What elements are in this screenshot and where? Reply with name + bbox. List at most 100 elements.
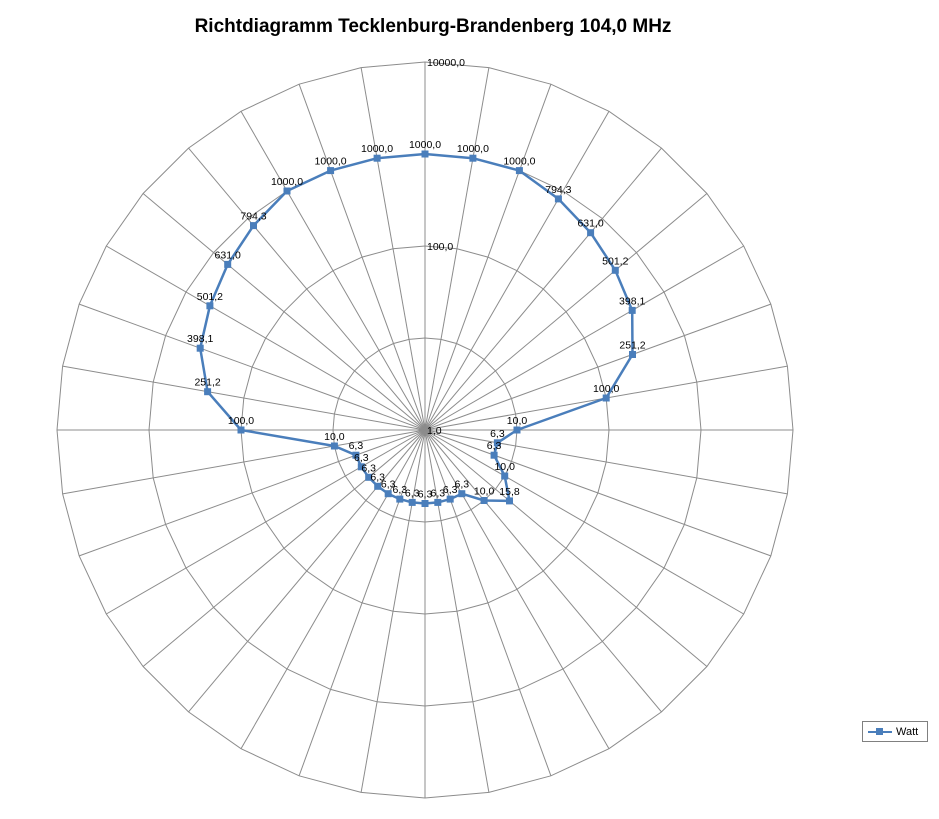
tick-label: 100,0 [427, 241, 453, 253]
grid-spoke [298, 84, 426, 431]
data-label: 6,3 [430, 487, 445, 499]
data-point [490, 451, 498, 459]
grid-spoke [188, 429, 426, 713]
grid-spoke [142, 429, 426, 667]
data-label: 1000,0 [409, 139, 441, 151]
series-watt [196, 150, 636, 507]
grid-spoke [142, 193, 426, 431]
grid-spoke [240, 429, 426, 749]
data-label: 10,0 [324, 431, 345, 443]
data-labels: 1000,0 1000,0 1000,0 794,3 631,0 501,2 398,1 25… [187, 139, 646, 501]
data-point [515, 167, 523, 175]
data-point [206, 302, 214, 310]
data-label: 1000,0 [457, 143, 489, 155]
data-label: 6,3 [361, 462, 376, 474]
data-label: 1000,0 [503, 156, 535, 168]
data-label: 10,0 [474, 486, 495, 498]
grid-spoke [424, 429, 788, 495]
grid-spoke [424, 429, 610, 749]
data-label: 251,2 [194, 377, 220, 389]
data-label: 6,3 [443, 484, 458, 496]
data-label: 1000,0 [271, 176, 303, 188]
grid-spoke [62, 429, 426, 495]
data-point [501, 472, 509, 480]
data-label: 398,1 [187, 333, 213, 345]
data-point [554, 195, 562, 203]
data-point [469, 154, 477, 162]
data-label: 15,8 [499, 486, 520, 498]
data-label: 6,3 [454, 479, 469, 491]
data-label: 794,3 [240, 211, 266, 223]
data-point [458, 490, 466, 498]
data-point [374, 482, 382, 490]
data-label: 631,0 [215, 249, 241, 261]
data-point [373, 154, 381, 162]
grid-spoke [360, 429, 426, 793]
data-label: 10,0 [494, 461, 515, 473]
legend-label-watt: Watt [896, 725, 919, 738]
chart-legend: Watt [862, 721, 928, 742]
data-label: 100,0 [593, 383, 619, 395]
data-point [421, 500, 429, 507]
data-label: 1000,0 [315, 156, 347, 168]
data-point [421, 150, 429, 158]
data-label: 631,0 [577, 218, 603, 230]
grid-spoke [188, 147, 426, 431]
chart-grid [56, 61, 794, 799]
data-point [446, 495, 454, 503]
data-point [434, 498, 442, 506]
data-point [628, 306, 636, 314]
data-point [237, 426, 245, 434]
data-label: 10,0 [507, 415, 528, 427]
grid-spoke [424, 429, 744, 615]
data-point [396, 495, 404, 503]
data-label: 6,3 [490, 428, 505, 440]
grid-spoke [79, 429, 426, 557]
grid-spoke [424, 429, 490, 793]
data-point [384, 490, 392, 498]
grid-spoke [424, 67, 490, 431]
data-point [250, 222, 257, 230]
grid-spoke [106, 429, 426, 615]
grid-spoke [298, 429, 426, 776]
data-label: 501,2 [197, 291, 223, 303]
data-label: 100,0 [228, 415, 254, 427]
grid-spoke [240, 111, 426, 431]
grid-spoke [424, 303, 771, 431]
tick-label: 10000,0 [427, 57, 465, 69]
grid-spoke [424, 245, 744, 431]
data-point [365, 473, 373, 481]
radial-axis-ticks: 1,0 100,0 10000,0 [427, 57, 465, 437]
data-label: 794,3 [545, 184, 571, 196]
data-point [629, 351, 636, 358]
data-label: 6,3 [418, 489, 433, 501]
grid-spoke [62, 365, 426, 431]
data-label: 6,3 [405, 487, 420, 499]
data-point [224, 260, 232, 268]
grid-spoke [424, 429, 662, 713]
data-label: 1000,0 [361, 143, 393, 155]
grid-spoke [424, 429, 708, 667]
grid-spoke [79, 303, 426, 431]
legend-swatch-watt [868, 727, 892, 737]
data-point [493, 439, 501, 447]
data-point [352, 451, 360, 459]
data-label: 501,2 [602, 255, 628, 267]
data-point [587, 229, 595, 237]
grid-spoke [424, 147, 662, 431]
grid-spoke [424, 429, 771, 557]
data-label: 6,3 [349, 440, 364, 452]
data-point [357, 463, 365, 471]
data-point [602, 394, 610, 402]
grid-spoke [424, 111, 610, 431]
data-label: 251,2 [619, 340, 645, 352]
data-point [327, 167, 335, 175]
grid-spoke [106, 245, 426, 431]
data-label: 6,3 [354, 452, 369, 464]
data-point [611, 266, 619, 274]
data-label: 6,3 [370, 471, 385, 483]
data-point [506, 497, 513, 505]
data-label: 6,3 [381, 479, 396, 491]
chart-title: Richtdiagramm Tecklenburg-Brandenberg 10… [195, 16, 672, 37]
